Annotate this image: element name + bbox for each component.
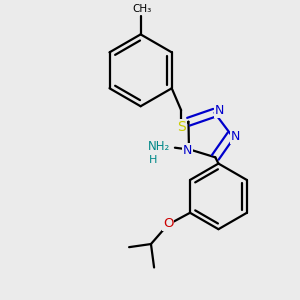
Text: N: N bbox=[183, 144, 192, 157]
Text: H: H bbox=[149, 155, 157, 165]
Text: O: O bbox=[163, 217, 173, 230]
Text: CH₃: CH₃ bbox=[133, 4, 152, 14]
Text: S: S bbox=[177, 120, 185, 134]
Text: N: N bbox=[214, 104, 224, 117]
Text: N: N bbox=[231, 130, 241, 143]
Text: NH₂: NH₂ bbox=[148, 140, 170, 153]
